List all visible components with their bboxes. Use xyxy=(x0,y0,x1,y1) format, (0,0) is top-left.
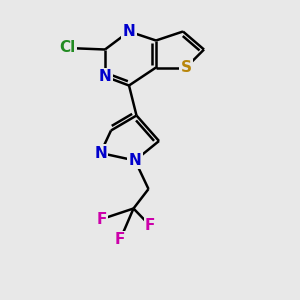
Text: Cl: Cl xyxy=(59,40,76,56)
Text: N: N xyxy=(129,153,141,168)
Text: F: F xyxy=(97,212,107,226)
Text: N: N xyxy=(99,69,111,84)
Text: N: N xyxy=(94,146,107,160)
Text: S: S xyxy=(181,60,191,75)
Text: F: F xyxy=(115,232,125,247)
Text: F: F xyxy=(145,218,155,233)
Text: N: N xyxy=(123,24,135,39)
